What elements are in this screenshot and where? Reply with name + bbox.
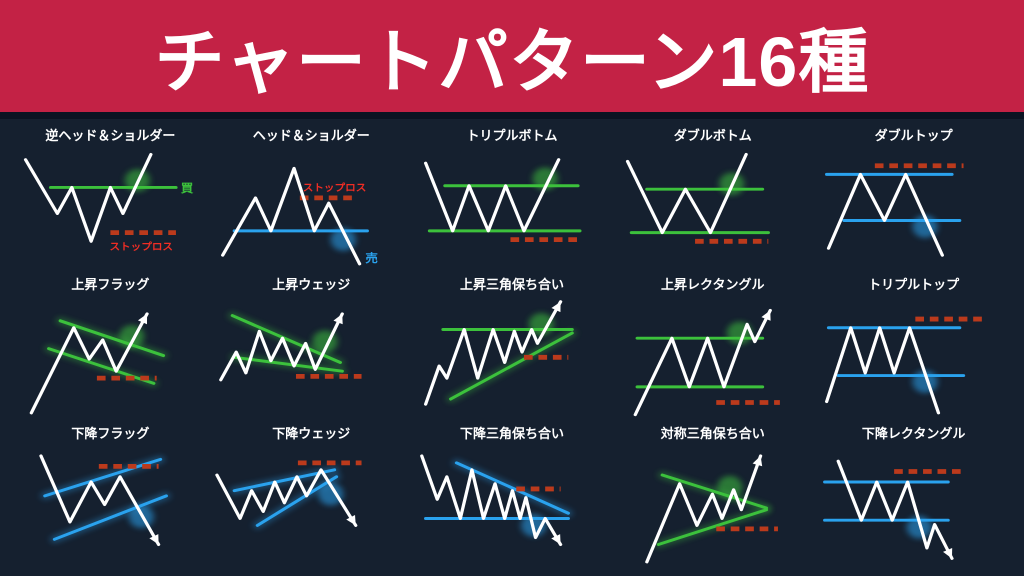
pattern-label: 下降三角保ち合い [459,426,564,441]
pattern-label: 上昇三角保ち合い [459,277,564,292]
page-title: チャートパターン16種 [154,22,870,101]
pattern-tile-12: 下降ウェッジ [215,425,408,572]
pattern-label: 上昇フラッグ [71,277,150,292]
pattern-tile-8: 上昇三角保ち合い [416,276,609,423]
pattern-tile-4: ダブルボトム [616,127,809,274]
pattern-tile-3: トリプルボトム [416,127,609,274]
pattern-art [423,300,577,406]
pattern-art [822,163,965,257]
pattern-tile-5: ダブルトップ [817,127,1010,274]
pattern-label: 対称三角保ち合い [660,426,765,441]
pattern-tile-13: 下降三角保ち合い [416,425,609,572]
pattern-label: トリプルボトム [466,128,558,143]
pattern-label: トリプルトップ [868,277,960,292]
annotation-text: ストップロス [109,241,173,253]
pattern-art [633,308,781,417]
pattern-label: ダブルボトム [673,128,752,143]
pattern-tile-6: 上昇フラッグ [14,276,207,423]
pattern-art [820,459,962,560]
pattern-tile-9: 上昇レクタングル [616,276,809,423]
pattern-tile-7: 上昇ウェッジ [215,276,408,423]
pattern-label: 逆ヘッド＆ショルダー [45,128,176,143]
pattern-art [29,312,168,415]
pattern-art [218,311,362,382]
pattern-tile-2: ヘッド＆ショルダーストップロス売 [215,127,408,274]
pattern-label: ヘッド＆ショルダー [252,128,370,143]
pattern-tile-14: 対称三角保ち合い [616,425,809,572]
pattern-label: 下降ウェッジ [272,426,351,441]
pattern-art [215,460,362,530]
pattern-label: 下降レクタングル [861,426,966,441]
pattern-art [645,454,779,564]
pattern-tile-11: 下降フラッグ [14,425,207,572]
annotation-text: 買 [181,181,194,194]
pattern-art [824,316,985,415]
annotation-text: 売 [365,252,378,265]
pattern-label: 上昇レクタングル [661,277,765,292]
pattern-art [419,454,573,547]
pattern-art [423,158,584,242]
title-banner: チャートパターン16種 [0,0,1024,112]
pattern-label: ダブルトップ [874,128,953,143]
annotation-text: ストップロス [303,181,367,193]
pattern-art [39,454,171,547]
pattern-tile-10: トリプルトップ [817,276,1010,423]
pattern-grid: 逆ヘッド＆ショルダー買ストップロス ヘッド＆ショルダー ストップロス売トリプルボトム… [0,119,1024,576]
pattern-art [626,152,774,244]
pattern-label: 上昇ウェッジ [272,277,351,292]
banner-divider [0,112,1024,119]
pattern-label: 下降フラッグ [71,426,150,441]
pattern-tile-15: 下降レクタングル [817,425,1010,572]
pattern-tile-1: 逆ヘッド＆ショルダー買ストップロス [14,127,207,274]
